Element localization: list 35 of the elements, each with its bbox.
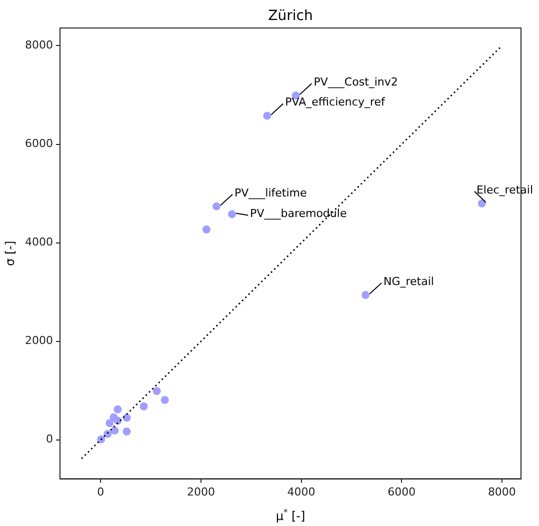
x-tick-label: 6000 bbox=[388, 485, 416, 498]
point bbox=[263, 112, 272, 120]
y-tick-label: 2000 bbox=[24, 334, 53, 348]
point bbox=[152, 387, 161, 396]
point bbox=[361, 291, 370, 300]
x-axis-title: μ* [-] bbox=[276, 507, 306, 523]
point bbox=[110, 426, 119, 435]
x-tick-label: 8000 bbox=[488, 485, 516, 498]
point bbox=[122, 414, 131, 422]
annotation: PV___baremodule bbox=[250, 207, 347, 220]
y-tick-label: 8000 bbox=[24, 38, 53, 52]
point bbox=[140, 402, 148, 410]
point bbox=[122, 428, 131, 436]
annotation: PV___lifetime bbox=[234, 186, 307, 200]
x-tick-label: 0 bbox=[97, 485, 104, 498]
x-tick-label: 2000 bbox=[186, 485, 215, 498]
annotation: PV___Cost_inv2 bbox=[314, 75, 398, 88]
annotation: PVA_efficiency_ref bbox=[285, 96, 386, 109]
chart-title: Zürich bbox=[268, 8, 313, 24]
point bbox=[114, 416, 122, 425]
point bbox=[228, 210, 236, 218]
point bbox=[104, 430, 112, 438]
point bbox=[106, 419, 114, 428]
x-tick-label: 4000 bbox=[287, 485, 316, 498]
point bbox=[160, 396, 169, 404]
y-tick-label: 6000 bbox=[24, 137, 53, 150]
point bbox=[97, 435, 106, 444]
point bbox=[114, 405, 122, 414]
y-tick-label: 0 bbox=[46, 432, 53, 446]
y-axis-title: σ [-] bbox=[3, 240, 17, 266]
point bbox=[202, 226, 210, 234]
annotation: NG_retail bbox=[383, 275, 434, 288]
y-tick-label: 4000 bbox=[24, 236, 53, 249]
point bbox=[478, 199, 486, 208]
point bbox=[212, 202, 221, 210]
